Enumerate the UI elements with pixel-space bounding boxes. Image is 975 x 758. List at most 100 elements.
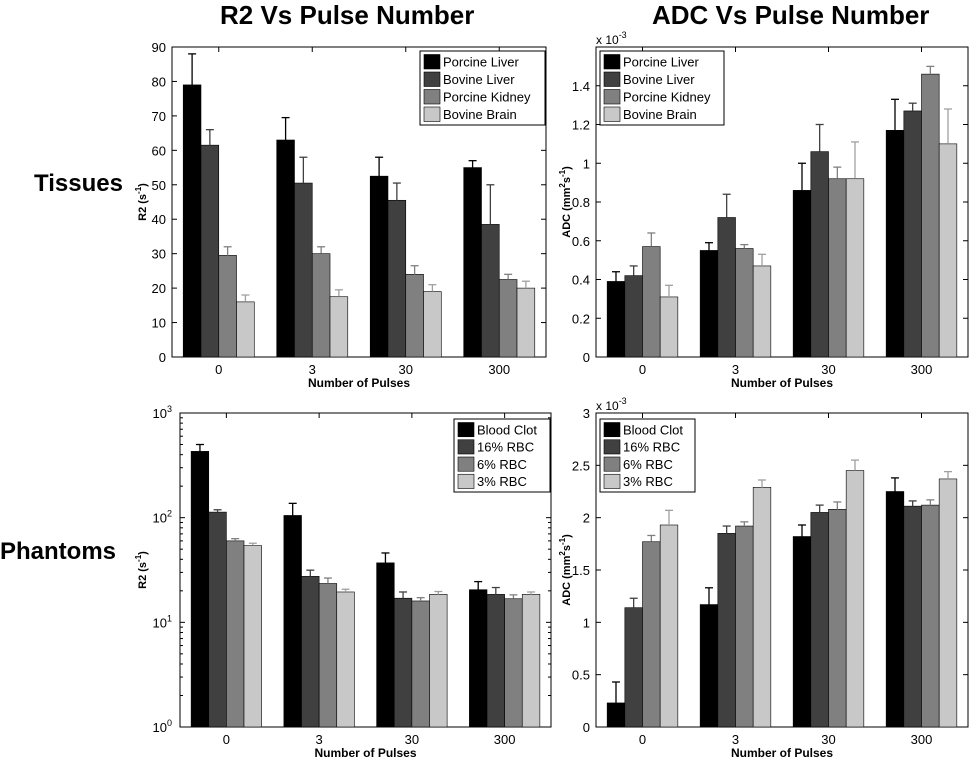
y-tick-label: 102 — [153, 509, 172, 526]
plot-frame — [171, 46, 547, 358]
legend-entry: 3% RBC — [623, 474, 673, 489]
y-tick-label: 1 — [583, 615, 590, 630]
right-column-title: ADC Vs Pulse Number — [652, 0, 930, 30]
bar — [521, 594, 541, 728]
bar — [481, 224, 500, 358]
bar — [885, 130, 905, 358]
legend-swatch — [457, 473, 475, 489]
legend-swatch — [457, 439, 475, 455]
row-title-phantoms: Phantoms — [0, 538, 117, 565]
legend-entry: Bovine Brain — [623, 107, 697, 122]
bar — [921, 73, 940, 358]
x-tick-label: 30 — [821, 362, 835, 377]
bar — [810, 151, 829, 358]
y-tick-label: 20 — [152, 281, 166, 296]
bar — [294, 182, 313, 358]
bar — [429, 594, 448, 728]
bar — [642, 246, 661, 358]
y-tick-label: 70 — [152, 109, 166, 124]
legend-entry: Bovine Liver — [623, 72, 695, 87]
bar — [752, 265, 772, 358]
bar — [405, 274, 424, 358]
x-axis-label: Number of Pulses — [308, 376, 410, 390]
y-tick-label: 60 — [152, 143, 166, 158]
bar — [717, 533, 736, 728]
y-tick-label: 1.2 — [572, 118, 590, 133]
bar — [624, 275, 643, 358]
bar — [659, 296, 679, 358]
y-tick-label: 0.4 — [572, 273, 590, 288]
legend-entry: 6% RBC — [623, 457, 673, 472]
x-tick-label: 300 — [488, 362, 510, 377]
x-axis-label: Number of Pulses — [731, 746, 833, 758]
bar — [810, 512, 829, 728]
bar — [329, 296, 349, 358]
bar — [393, 597, 413, 728]
legend-swatch — [603, 439, 621, 455]
bar — [792, 190, 812, 358]
x-tick-label: 300 — [494, 732, 516, 747]
y-tick-label: 0 — [583, 350, 590, 365]
y-tick-label: 100 — [153, 718, 172, 735]
x-tick-label: 0 — [215, 362, 222, 377]
legend-box — [599, 50, 725, 126]
legend-swatch — [603, 422, 621, 438]
bar — [423, 291, 442, 358]
y-tick-label: 1.4 — [572, 79, 590, 94]
y-axis-label: ADC (mm2s-1) — [558, 534, 573, 606]
bar — [845, 178, 865, 358]
legend-swatch — [457, 422, 475, 438]
bar — [376, 562, 395, 728]
y-tick-label: 1 — [583, 156, 590, 171]
bar — [387, 199, 407, 358]
y-exponent-label: x 10-3 — [596, 30, 627, 47]
bar — [659, 524, 679, 728]
y-tick-label: 0 — [583, 720, 590, 735]
bar — [190, 451, 210, 728]
y-tick-label: 30 — [152, 247, 166, 262]
legend-entry: Porcine Kidney — [623, 90, 711, 105]
chart-4: 0 0.5 1 1.5 2 2.5 3 x 10-3 ADC (mm2s-1) 0 3 30 300 Nu… — [558, 396, 969, 758]
plot-frame — [179, 412, 552, 728]
x-tick-label: 3 — [732, 362, 739, 377]
row-title-tissues: Tissues — [34, 170, 123, 197]
y-tick-label: 3 — [583, 406, 590, 421]
x-tick-label: 30 — [399, 362, 413, 377]
legend-swatch — [603, 54, 621, 70]
y-tick-label: 101 — [153, 613, 172, 630]
bar — [845, 470, 865, 728]
bar — [200, 144, 220, 358]
x-tick-label: 300 — [911, 362, 933, 377]
y-tick-label: 1.5 — [572, 563, 590, 578]
legend-swatch — [423, 89, 441, 105]
bar — [735, 248, 754, 358]
legend-swatch — [457, 456, 475, 472]
x-tick-label: 3 — [732, 732, 739, 747]
bar — [792, 536, 812, 728]
legend-swatch — [423, 54, 441, 70]
bar — [828, 178, 847, 358]
y-tick-label: 0 — [159, 350, 166, 365]
y-tick-label: 0.6 — [572, 234, 590, 249]
legend-entry: 16% RBC — [477, 440, 534, 455]
bar — [885, 491, 905, 728]
bar — [318, 583, 338, 728]
legend-swatch — [603, 71, 621, 87]
bar — [276, 139, 295, 358]
legend-box — [419, 50, 546, 126]
chart-3: 100 101 102 103 R2 (s-1) 0 3 30 300 Number of Pul… — [134, 404, 552, 758]
y-tick-label: 80 — [152, 74, 166, 89]
legend-swatch — [423, 106, 441, 122]
bar — [903, 110, 922, 358]
bar — [336, 591, 355, 728]
legend-entry: Porcine Kidney — [443, 90, 531, 105]
bar — [717, 217, 736, 358]
x-axis-label: Number of Pulses — [314, 746, 416, 758]
legend-swatch — [603, 456, 621, 472]
legend-entry: Porcine Liver — [623, 55, 700, 70]
x-tick-label: 0 — [639, 732, 646, 747]
bar — [828, 508, 847, 728]
legend-swatch — [603, 106, 621, 122]
bar — [516, 287, 536, 358]
x-axis-label: Number of Pulses — [731, 376, 833, 390]
